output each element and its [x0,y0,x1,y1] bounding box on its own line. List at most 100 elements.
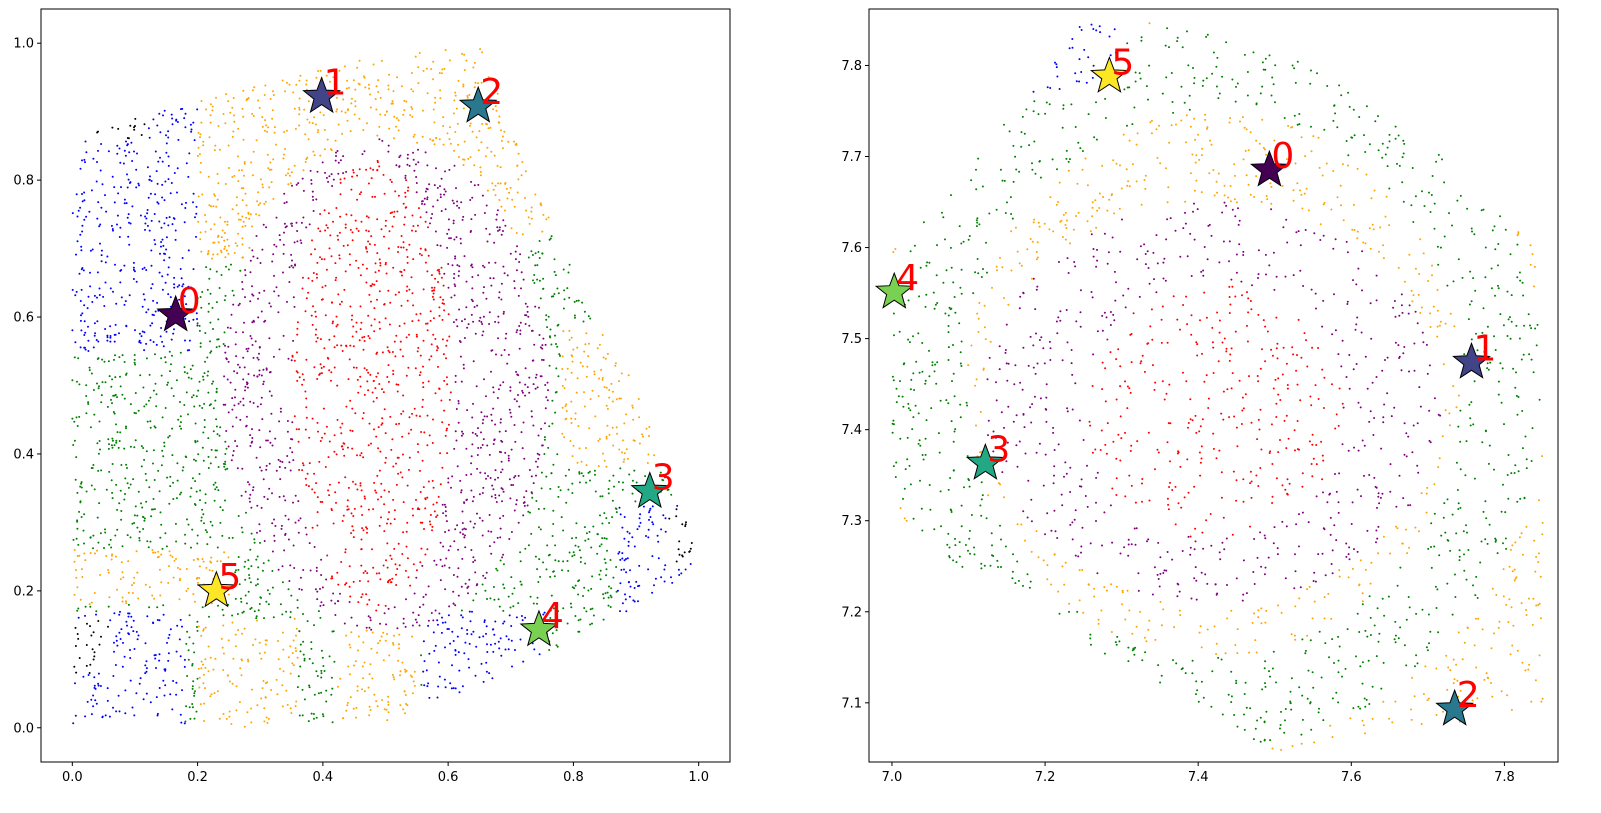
scatter-point [585,532,588,535]
scatter-point [224,499,226,502]
scatter-point [74,478,77,481]
scatter-point [149,339,152,342]
scatter-point [471,266,474,269]
scatter-point [97,149,99,152]
scatter-point [498,494,501,497]
scatter-point [365,267,368,270]
scatter-point [426,414,429,417]
scatter-point [577,630,580,633]
scatter-point [442,298,445,301]
scatter-point [1181,550,1184,552]
scatter-point [189,123,192,126]
scatter-point [456,122,459,125]
scatter-point [1274,64,1277,67]
scatter-point [77,209,80,212]
scatter-point [124,300,127,303]
scatter-point [557,560,560,563]
scatter-point [1070,362,1073,365]
scatter-point [332,592,335,595]
scatter-point [474,559,476,562]
scatter-point [106,405,109,408]
scatter-point [219,560,222,563]
scatter-point [284,226,287,229]
scatter-point [164,253,166,255]
scatter-point [442,143,445,146]
scatter-point [155,393,158,396]
scatter-point [153,239,156,241]
scatter-point [315,328,318,331]
scatter-point [461,320,463,323]
scatter-point [198,153,201,156]
scatter-point [648,509,651,512]
scatter-point [315,340,318,343]
scatter-point [378,258,381,261]
scatter-point [453,447,456,450]
scatter-point [161,275,164,278]
scatter-point [80,245,83,248]
scatter-point [75,576,78,579]
scatter-point [410,72,413,74]
scatter-point [410,106,413,109]
scatter-point [1059,310,1062,313]
scatter-point [1535,344,1538,347]
scatter-point [452,640,455,642]
scatter-point [579,556,582,559]
scatter-point [1257,249,1260,252]
scatter-point [304,310,307,313]
scatter-point [268,371,271,374]
scatter-point [76,609,79,612]
scatter-point [326,138,329,141]
scatter-point [1151,364,1154,367]
scatter-point [466,95,469,97]
scatter-point [162,345,165,348]
scatter-point [135,692,138,695]
scatter-point [1155,291,1158,294]
scatter-point [395,423,398,426]
scatter-point [91,648,94,651]
scatter-point [229,327,232,330]
scatter-point [392,676,395,679]
scatter-point [380,482,383,485]
scatter-point [572,348,575,351]
scatter-point [1525,458,1528,461]
scatter-point [216,433,219,436]
scatter-point [611,390,614,393]
scatter-point [460,434,463,437]
scatter-point [494,184,497,187]
scatter-point [454,285,457,288]
scatter-point [1246,94,1249,97]
scatter-point [1457,425,1460,428]
scatter-point [89,426,92,429]
scatter-point [180,277,183,280]
scatter-point [959,403,962,406]
centroid-label-0: 0 [178,281,201,322]
scatter-point [351,430,354,432]
scatter-point [135,280,138,283]
scatter-point [124,154,127,157]
scatter-point [295,428,298,431]
scatter-point [351,525,354,528]
scatter-point [1119,164,1121,167]
scatter-point [251,688,253,691]
scatter-point [336,323,339,326]
scatter-point [292,639,295,642]
scatter-point [224,460,227,463]
scatter-point [610,596,613,599]
scatter-point [77,357,80,360]
scatter-point [240,674,243,677]
scatter-point [355,706,358,709]
scatter-point [664,564,667,567]
scatter-point [306,620,309,623]
scatter-point [490,495,493,498]
scatter-point [1530,460,1533,462]
scatter-point [612,444,615,447]
scatter-point [497,321,500,324]
scatter-point [612,576,615,579]
scatter-point [600,368,603,371]
scatter-point [1346,300,1349,303]
scatter-point [453,277,455,280]
scatter-point [454,381,457,383]
scatter-point [343,177,346,180]
scatter-point [83,218,86,221]
scatter-point [392,266,395,269]
